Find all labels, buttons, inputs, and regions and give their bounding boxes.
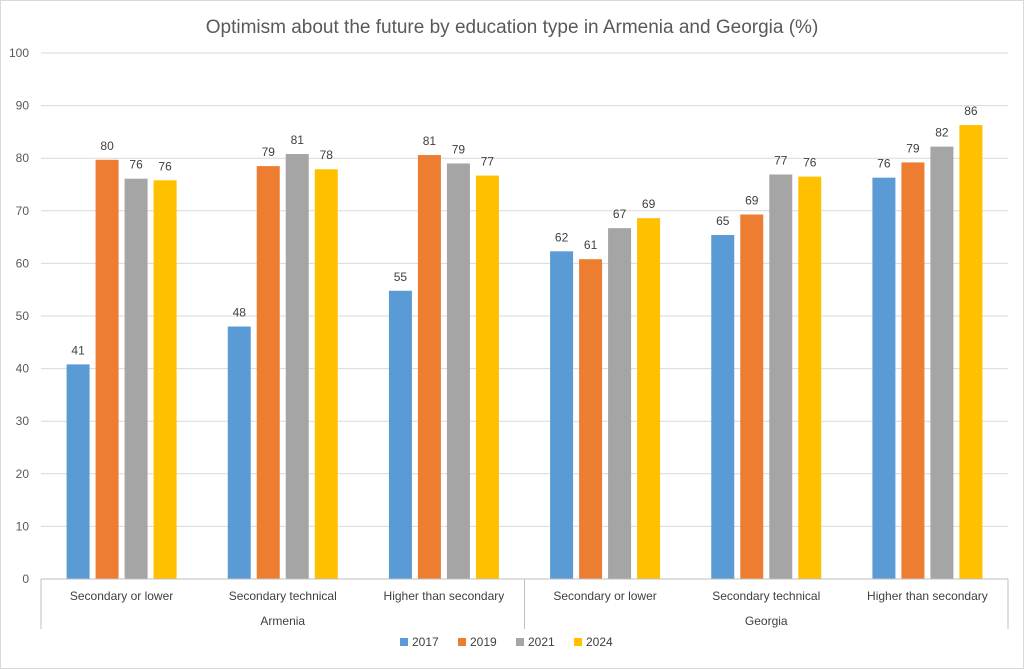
data-label: 69 (745, 193, 759, 207)
y-tick-label: 30 (16, 414, 30, 428)
bar-2019-5 (901, 162, 925, 579)
data-label: 41 (71, 343, 85, 357)
data-label: 82 (935, 126, 949, 140)
x-category-label: Secondary technical (712, 589, 820, 603)
bars (66, 125, 983, 580)
legend-swatch (574, 638, 582, 646)
y-axis-ticks: 0 10 20 30 40 50 60 70 80 90 100 (9, 46, 29, 586)
data-label: 62 (555, 230, 569, 244)
x-group-label: Armenia (260, 614, 305, 628)
y-tick-label: 50 (16, 309, 30, 323)
legend-swatch (458, 638, 466, 646)
data-label: 55 (394, 270, 408, 284)
y-tick-label: 20 (16, 467, 30, 481)
bar-2019-1 (256, 166, 280, 579)
x-group-label: Georgia (745, 614, 788, 628)
data-label: 76 (129, 158, 143, 172)
y-tick-label: 10 (16, 519, 30, 533)
bar-2017-0 (66, 364, 90, 579)
bar-2024-4 (798, 176, 822, 580)
y-tick-label: 40 (16, 362, 30, 376)
y-tick-label: 80 (16, 151, 30, 165)
y-tick-label: 100 (9, 46, 29, 60)
data-label: 79 (262, 145, 276, 159)
bar-2017-4 (711, 234, 735, 579)
bar-2024-2 (475, 175, 499, 580)
data-label: 77 (774, 154, 788, 168)
y-tick-label: 0 (22, 572, 29, 586)
bar-2021-0 (124, 178, 148, 580)
bar-2019-0 (95, 159, 119, 579)
chart-title: Optimism about the future by education t… (206, 17, 819, 38)
data-label: 86 (964, 104, 978, 118)
legend-label: 2024 (586, 635, 613, 649)
bar-2021-2 (446, 163, 470, 579)
data-label: 76 (877, 157, 891, 171)
x-category-label: Secondary technical (229, 589, 337, 603)
bar-2019-4 (740, 214, 764, 579)
x-category-label: Secondary or lower (553, 589, 656, 603)
bar-2019-2 (417, 155, 441, 579)
bar-2021-1 (285, 153, 309, 579)
x-axis: Secondary or lower Secondary technical Hig… (40, 578, 1009, 629)
bar-2021-5 (930, 146, 954, 580)
gridlines (41, 52, 1008, 580)
data-label: 67 (613, 207, 627, 221)
bar-2024-3 (637, 218, 661, 579)
data-label: 65 (716, 214, 730, 228)
legend: 2017 2019 2021 2024 (400, 635, 613, 649)
data-label: 81 (291, 133, 305, 147)
bar-2017-5 (872, 177, 896, 580)
bar-2017-2 (388, 290, 412, 579)
data-label: 69 (642, 197, 656, 211)
data-label: 76 (158, 159, 172, 173)
data-label: 78 (320, 148, 334, 162)
bar-2024-1 (314, 169, 338, 579)
x-category-label: Higher than secondary (867, 589, 988, 603)
data-labels: 41 48 55 62 65 76 80 79 81 61 69 79 76 81 79 67 77 82 76 78… (71, 104, 978, 357)
legend-swatch (400, 638, 408, 646)
bar-2017-1 (227, 326, 251, 579)
data-label: 61 (584, 238, 598, 252)
y-tick-label: 60 (16, 256, 30, 270)
legend-swatch (516, 638, 524, 646)
legend-label: 2019 (470, 635, 497, 649)
data-label: 80 (100, 139, 114, 153)
legend-label: 2017 (412, 635, 439, 649)
y-tick-label: 70 (16, 204, 30, 218)
bar-2019-3 (579, 259, 603, 579)
bar-2017-3 (550, 251, 574, 579)
data-label: 79 (906, 141, 920, 155)
legend-label: 2021 (528, 635, 555, 649)
x-category-label: Secondary or lower (70, 589, 173, 603)
bar-2021-3 (608, 228, 632, 579)
y-tick-label: 90 (16, 99, 30, 113)
data-label: 81 (423, 134, 437, 148)
bar-2024-0 (153, 180, 177, 580)
bar-2021-4 (769, 174, 793, 580)
data-label: 48 (233, 306, 247, 320)
data-label: 76 (803, 156, 817, 170)
data-label: 77 (481, 155, 495, 169)
bar-2024-5 (959, 125, 983, 579)
x-category-label: Higher than secondary (384, 589, 505, 603)
data-label: 79 (452, 142, 466, 156)
